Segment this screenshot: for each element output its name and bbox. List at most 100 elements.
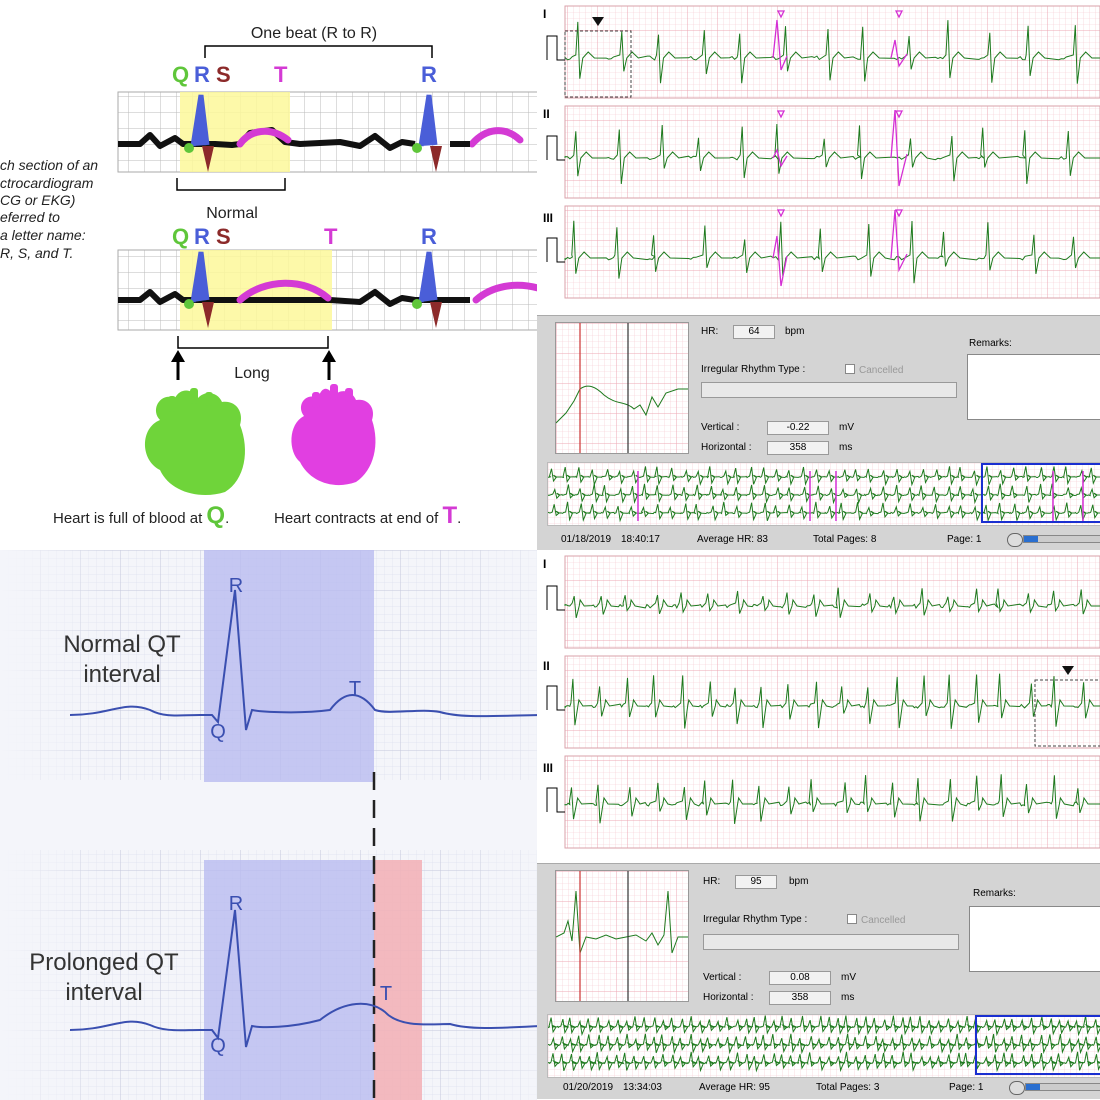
remarks-label: Remarks:	[969, 338, 1012, 349]
label-t-prolonged: T	[380, 983, 392, 1005]
ecg-leads-2: I II III	[543, 555, 1100, 849]
normal-wave	[69, 589, 540, 731]
vertical-field[interactable]: -0.22	[767, 421, 829, 435]
status-bar-2: 01/20/2019 13:34:03 Average HR: 95 Total…	[537, 1077, 1100, 1099]
arrow-icon	[171, 350, 336, 380]
page-slider-knob[interactable]	[1009, 1081, 1025, 1095]
label-q-normal: Q	[210, 721, 226, 743]
horizontal-label: Horizontal :	[701, 442, 752, 453]
ecg-letters-svg: One beat (R to R) Q R S T R Normal ch se…	[0, 25, 540, 529]
svg-text:ctrocardiogram: ctrocardiogram	[0, 175, 94, 191]
remarks-field[interactable]	[969, 906, 1100, 972]
long-bracket	[177, 336, 329, 349]
page-number: Page: 1	[949, 1082, 984, 1093]
letter-r-bottom: R	[194, 224, 210, 249]
status-bar-1: 01/18/2019 18:40:17 Average HR: 83 Total…	[537, 529, 1100, 550]
horizontal-label: Horizontal :	[703, 992, 754, 1003]
label-r-normal: R	[229, 575, 243, 597]
svg-text:CG or EKG): CG or EKG)	[0, 192, 75, 208]
beat-bracket	[204, 45, 433, 58]
vertical-label: Vertical :	[703, 972, 742, 983]
page-slider[interactable]	[1025, 1083, 1100, 1091]
caption-contract: Heart contracts at end of T.	[274, 502, 461, 529]
letter-s-bottom: S	[216, 224, 231, 249]
lead-II-2: II	[543, 655, 1100, 749]
irregular-type-field[interactable]	[701, 382, 957, 398]
heart-contract-icon	[291, 384, 376, 486]
record-date: 01/18/2019	[561, 534, 612, 545]
prolonged-qt-title-line1: Prolonged QT	[29, 949, 179, 976]
selection-box[interactable]	[981, 463, 1100, 523]
beat-thumbnail-2	[555, 870, 689, 1002]
svg-text:R, S, and T.: R, S, and T.	[0, 245, 73, 261]
page-slider-knob[interactable]	[1007, 533, 1023, 547]
marker-icon	[592, 17, 604, 26]
normal-qt-title-line2: interval	[83, 661, 160, 688]
horizontal-unit: ms	[839, 442, 853, 453]
letter-r-top: R	[194, 62, 210, 87]
svg-text:II: II	[543, 107, 550, 121]
lead-I-1: I	[543, 5, 1100, 99]
overview-strip-1[interactable]	[547, 462, 1100, 526]
hr-unit: bpm	[785, 326, 805, 337]
page-number: Page: 1	[947, 534, 982, 545]
total-pages: Total Pages: 8	[813, 534, 877, 545]
hr-label: HR:	[701, 326, 719, 337]
qt-extension	[374, 860, 422, 1100]
hr-field[interactable]: 64	[733, 325, 775, 339]
caption-full: Heart is full of blood at Q.	[53, 502, 229, 529]
ecg-detail-panel-1: HR: 64 bpm Irregular Rhythm Type : Cance…	[537, 315, 1100, 550]
total-pages: Total Pages: 3	[816, 1082, 880, 1093]
page-slider[interactable]	[1023, 535, 1100, 543]
lead-III-1: III	[543, 205, 1100, 299]
ecg-recording-1: I II III	[537, 0, 1100, 550]
long-strip	[117, 249, 540, 331]
letter-t-bottom: T	[324, 224, 338, 249]
normal-strip	[117, 91, 539, 173]
beat-thumbnail-1	[555, 322, 689, 454]
irregular-label: Irregular Rhythm Type :	[701, 364, 806, 375]
svg-text:II: II	[543, 659, 550, 673]
svg-text:III: III	[543, 211, 553, 225]
side-text: ch section of an ctrocardiogram CG or EK…	[0, 157, 98, 261]
lead-I-2: I	[543, 555, 1100, 649]
ecg-recording-2: I II III HR: 95 bpm Irregular Rh	[537, 550, 1100, 1100]
average-hr: Average HR: 95	[699, 1082, 770, 1093]
prolonged-qt-title-line2: interval	[65, 979, 142, 1006]
hr-unit: bpm	[789, 876, 809, 887]
label-t-normal: T	[349, 678, 361, 700]
label-r-prolonged: R	[229, 893, 243, 915]
hr-label: HR:	[703, 876, 721, 887]
letter-t-top: T	[274, 62, 288, 87]
vertical-field[interactable]: 0.08	[769, 971, 831, 985]
remarks-field[interactable]	[967, 354, 1100, 420]
qt-band-normal	[204, 550, 374, 782]
overview-strip-2[interactable]	[547, 1014, 1100, 1078]
svg-text:I: I	[543, 557, 546, 571]
svg-text:III: III	[543, 761, 553, 775]
beat-label: One beat (R to R)	[251, 25, 377, 42]
cancelled-checkbox[interactable]: Cancelled	[847, 914, 905, 926]
ecg-leads-1: I II III	[543, 5, 1100, 299]
cancelled-checkbox[interactable]: Cancelled	[845, 364, 903, 376]
letter-q-top: Q	[172, 62, 189, 87]
horizontal-field[interactable]: 358	[769, 991, 831, 1005]
hr-field[interactable]: 95	[735, 875, 777, 889]
marker-icon	[1062, 666, 1074, 675]
qt-interval-diagram: R Q T R Q T Normal QT interval Prolonged…	[0, 550, 540, 1100]
pvc-highlights-1	[772, 10, 908, 287]
record-date: 01/20/2019	[563, 1082, 614, 1093]
selection-box[interactable]	[975, 1015, 1100, 1075]
normal-bracket	[176, 178, 286, 191]
normal-qt-title-line1: Normal QT	[63, 631, 181, 658]
svg-text:eferred to: eferred to	[0, 209, 60, 225]
average-hr: Average HR: 83	[697, 534, 768, 545]
letter-r2-bottom: R	[421, 224, 437, 249]
horizontal-field[interactable]: 358	[767, 441, 829, 455]
prolonged-wave	[69, 909, 540, 1048]
irregular-type-field[interactable]	[703, 934, 959, 950]
lead-III-2: III	[543, 755, 1100, 849]
label-q-prolonged: Q	[210, 1035, 226, 1057]
vertical-unit: mV	[839, 422, 854, 433]
normal-label: Normal	[206, 205, 258, 222]
